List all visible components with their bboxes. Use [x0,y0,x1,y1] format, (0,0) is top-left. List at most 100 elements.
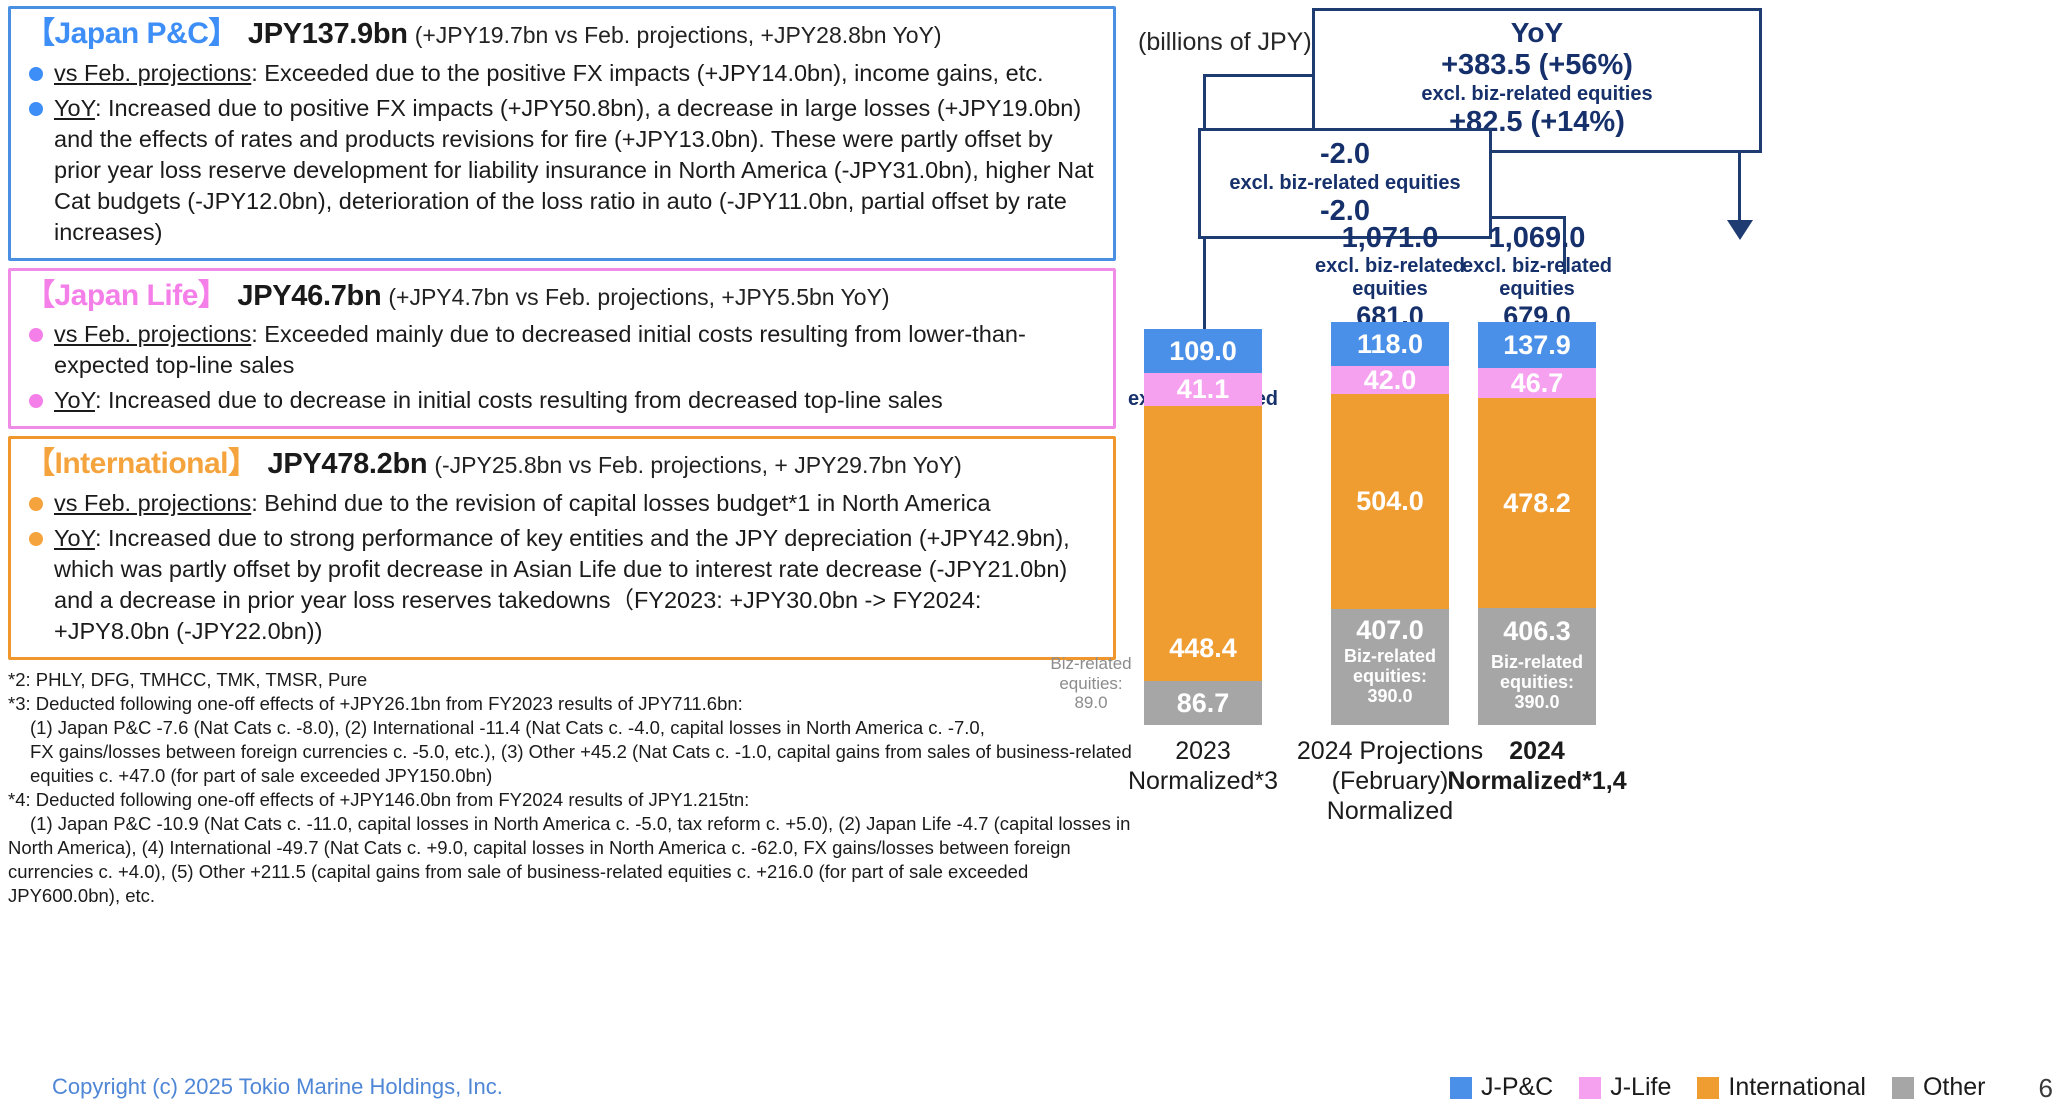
bullet-label: YoY [54,387,95,414]
bullet-body: : Increased due to strong performance of… [54,524,1070,644]
bullet-dot-icon [29,328,43,343]
bullet-dot-icon [29,531,43,546]
bar-2024-normalized: 137.9 46.7 478.2 406.3 [1478,322,1596,725]
chart-units-label: (billions of JPY) [1138,28,1312,56]
bullet-label: vs Feb. projections [54,489,252,516]
segment-amount-international: JPY478.2bn [267,448,428,481]
legend-swatch-icon [1697,1076,1720,1099]
segment-header-international: 【International】 JPY478.2bn (-JPY25.8bn v… [25,447,1099,482]
segment-name-international: 【International】 [25,447,258,481]
segment-name-japan-pc: 【Japan P&C】 [25,17,238,50]
legend-swatch-icon [1450,1076,1472,1099]
other-sub-label-2024: Biz-related equities: 390.0 [1478,652,1596,712]
x-axis-line: 2024 Projections [1296,737,1484,765]
bars-area: 685.5 excl. biz-related equities 596.5 1… [1050,0,2059,1114]
footnote-line: currencies c. +4.0), (5) Other +211.5 (c… [8,861,1029,883]
bar-segment-j-life: 46.7 [1478,368,1596,398]
other-sub-line: 390.0 [1514,692,1560,713]
x-axis-line: Normalized*3 [1127,767,1279,795]
bullet-body: : Increased due to positive FX impacts (… [54,94,1094,245]
segment-box-international: 【International】 JPY478.2bn (-JPY25.8bn v… [8,436,1116,660]
callout-yoy-title: YoY [1510,17,1564,48]
footnote-line: (1) Japan P&C -10.9 (Nat Cats c. -11.0, … [30,813,1131,834]
legend-label: J-P&C [1481,1073,1554,1101]
footnote-line: equities c. +47.0 (for part of sale exce… [30,764,493,786]
callout-delta: -2.0 excl. biz-related equities -2.0 [1198,128,1492,240]
bullet-body: : Behind due to the revision of capital … [251,489,991,516]
other-sub-label-2024-proj: Biz-related equities: 390.0 [1331,646,1449,706]
column-total-note: excl. biz-related equities [1461,255,1613,301]
bullet-item: vs Feb. projections: Exceeded due to the… [25,58,1099,89]
bullet-body: : Increased due to decrease in initial c… [94,387,943,414]
bullet-label: vs Feb. projections [54,59,252,86]
other-sub-line: Biz-related [1343,646,1437,666]
other-sub-line: 390.0 [1367,686,1413,707]
callout-delta-excl: -2.0 [1320,194,1370,227]
bullet-text: YoY: Increased due to strong performance… [54,523,1099,647]
footnotes: *2: PHLY, DFG, TMHCC, TMK, TMSR, Pure *3… [8,668,1132,908]
other-sub-line: equities: [1499,672,1574,693]
footnote-2: *2: PHLY, DFG, TMHCC, TMK, TMSR, Pure [8,668,1116,692]
x-axis-label-2023: 2023 Normalized*3 [1078,736,1328,796]
bullet-text: YoY: Increased due to positive FX impact… [54,93,1099,248]
segment-bullets-japan-life: vs Feb. projections: Exceeded mainly due… [25,319,1099,416]
bullet-item: vs Feb. projections: Exceeded mainly due… [25,319,1099,381]
biz-annotation-line: Biz-related [1050,654,1132,673]
bar-segment-j-life: 42.0 [1331,366,1449,394]
bar-segment-international: 478.2 [1478,398,1596,608]
biz-annotation-line: equities: [1059,673,1123,693]
footnote-line: FX gains/losses between foreign currenci… [30,740,1132,762]
other-sub-line: equities: [1352,666,1427,687]
x-axis-line: Normalized [1326,797,1454,825]
commentary-column: 【Japan P&C】 JPY137.9bn (+JPY19.7bn vs Fe… [8,6,1132,1106]
bar-segment-international: 448.4 [1144,406,1262,681]
x-axis-line: 2024 [1509,737,1565,765]
copyright-notice: Copyright (c) 2025 Tokio Marine Holdings… [52,1074,503,1099]
legend-label: International [1728,1073,1866,1101]
connector-line-vertical-2024proj [1563,216,1566,274]
bar-segment-j-pc: 137.9 [1478,322,1596,368]
bar-segment-j-pc: 109.0 [1144,329,1262,373]
bullet-item: YoY: Increased due to strong performance… [25,523,1099,647]
legend-item-other: Other [1891,1073,1986,1102]
legend-item-j-pc: J-P&C [1450,1073,1553,1102]
bullet-text: vs Feb. projections: Behind due to the r… [54,488,991,519]
legend-label: J-Life [1610,1073,1672,1101]
chart-panel: (billions of JPY) YoY +383.5 (+56%) excl… [1050,0,2059,1114]
bullet-item: YoY: Increased due to decrease in initia… [25,385,1099,416]
segment-header-japan-pc: 【Japan P&C】 JPY137.9bn (+JPY19.7bn vs Fe… [25,17,1099,52]
bullet-text: YoY: Increased due to decrease in initia… [54,385,943,416]
bar-segment-international: 504.0 [1331,394,1449,609]
bar-segment-other: 86.7 [1144,681,1262,725]
connector-line-vertical-2023 [1203,74,1206,494]
x-axis-line: 2023 [1175,737,1231,765]
bullet-label: YoY [54,94,95,121]
footnote-line: JPY600.0bn), etc. [8,885,156,907]
bar-2024-projections: 118.0 42.0 504.0 407.0 [1331,322,1449,725]
callout-delta-note: excl. biz-related equities [1229,171,1461,194]
bar-segment-j-life: 41.1 [1144,373,1262,406]
chart-legend: J-P&C J-Life International Other [1450,1073,1986,1102]
segment-amount-japan-pc: JPY137.9bn [247,18,408,50]
footnote-line: *4: Deducted following one-off effects o… [8,788,750,810]
footnote-3: *3: Deducted following one-off effects o… [8,692,1132,788]
page-number: 6 [2038,1073,2053,1103]
segment-header-japan-life: 【Japan Life】 JPY46.7bn (+JPY4.7bn vs Feb… [25,279,1099,314]
bar-2023: 109.0 41.1 448.4 86.7 [1144,329,1262,725]
legend-swatch-icon [1891,1076,1914,1099]
arrow-down-icon [1727,220,1753,240]
bar-segment-j-pc: 118.0 [1331,322,1449,366]
bullet-dot-icon [29,496,43,511]
bullet-dot-icon [29,394,43,409]
callout-yoy-main: +383.5 (+56%) [1441,49,1633,82]
bullet-item: vs Feb. projections: Behind due to the r… [25,488,1099,519]
footnote-line: (1) Japan P&C -7.6 (Nat Cats c. -8.0), (… [30,716,985,738]
connector-line-vertical-arrow [1738,118,1741,224]
bar-segment-other: 406.3 [1478,608,1596,725]
bullet-item: YoY: Increased due to positive FX impact… [25,93,1099,248]
callout-delta-main: -2.0 [1320,138,1370,170]
biz-annotation-line: 89.0 [1074,693,1108,713]
segment-box-japan-life: 【Japan Life】 JPY46.7bn (+JPY4.7bn vs Feb… [8,267,1116,430]
bullet-label: YoY [54,524,95,551]
segment-name-japan-life: 【Japan Life】 [25,278,228,312]
